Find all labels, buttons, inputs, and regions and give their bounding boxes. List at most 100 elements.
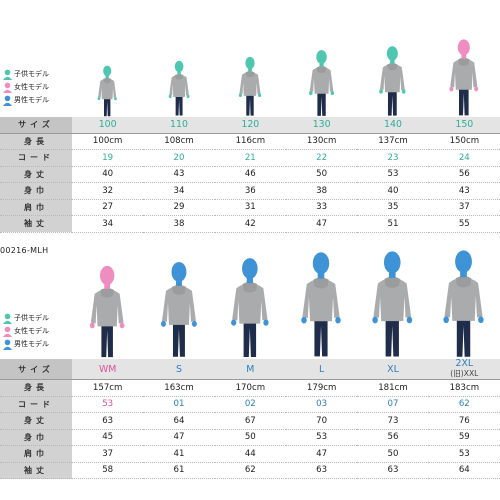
model-figure-icon bbox=[231, 258, 269, 357]
size-cell: 130 bbox=[285, 117, 358, 134]
height-cell: 157cm bbox=[72, 379, 144, 397]
height-cell: 163cm bbox=[143, 379, 215, 397]
height-cell: 108cm bbox=[143, 133, 215, 150]
code-cell: 03 bbox=[285, 396, 358, 413]
height-cell: 116cm bbox=[214, 133, 286, 150]
legend-female: 女性モデル bbox=[2, 81, 49, 94]
shoulder-cell: 31 bbox=[214, 199, 286, 216]
width-cell: 34 bbox=[143, 182, 215, 200]
size-cell: L bbox=[285, 359, 358, 380]
row-label: 身巾 bbox=[0, 429, 72, 446]
model-figure-icon bbox=[308, 49, 334, 116]
length-cell: 73 bbox=[357, 412, 429, 430]
table-row: 身長 100cm 108cm 116cm 130cm 137cm 150cm bbox=[0, 133, 500, 150]
model-figure-icon bbox=[238, 57, 262, 116]
width-cell: 43 bbox=[428, 182, 500, 200]
row-label: サイズ bbox=[0, 117, 72, 134]
person-head-icon bbox=[3, 95, 12, 106]
code-cell: 62 bbox=[428, 396, 500, 413]
length-cell: 67 bbox=[214, 412, 286, 430]
width-cell: 59 bbox=[428, 429, 500, 446]
model-figure-icon bbox=[449, 39, 479, 116]
code-cell: 22 bbox=[285, 149, 358, 167]
model-figure-icon bbox=[168, 61, 190, 116]
code-cell: 01 bbox=[143, 396, 215, 413]
row-label: コード bbox=[0, 396, 72, 413]
table-row: 肩巾 27 29 31 33 35 37 bbox=[0, 199, 500, 216]
width-cell: 50 bbox=[214, 429, 286, 446]
table-row: コード 53 01 02 03 07 62 bbox=[0, 396, 500, 413]
model-figure bbox=[72, 64, 143, 117]
size-cell: 2XL (旧)XXL bbox=[428, 359, 500, 380]
height-cell: 170cm bbox=[214, 379, 286, 397]
size-cell: 100 bbox=[72, 117, 144, 134]
size-cell: 140 bbox=[357, 117, 429, 134]
sleeve-cell: 47 bbox=[285, 215, 358, 233]
size-cell: 150 bbox=[428, 117, 500, 134]
legend-kids: 子供モデル bbox=[2, 312, 49, 325]
model-figure bbox=[215, 255, 286, 359]
size-cell: WM bbox=[72, 359, 144, 380]
size-cell: XL bbox=[357, 359, 429, 380]
size-cell: 120 bbox=[214, 117, 286, 134]
table-row: 身丈 63 64 67 70 73 76 bbox=[0, 412, 500, 430]
width-cell: 45 bbox=[72, 429, 144, 446]
width-cell: 53 bbox=[285, 429, 358, 446]
kids-size-table: サイズ 100 110 120 130 140 150 身長 100cm 108… bbox=[0, 117, 500, 233]
width-cell: 56 bbox=[357, 429, 429, 446]
model-figure bbox=[429, 247, 500, 359]
shoulder-cell: 41 bbox=[143, 445, 215, 463]
model-figures bbox=[72, 0, 500, 117]
length-cell: 43 bbox=[143, 166, 215, 183]
row-label: 身巾 bbox=[0, 182, 72, 200]
row-label: コード bbox=[0, 149, 72, 167]
row-label: 肩巾 bbox=[0, 199, 72, 216]
height-cell: 130cm bbox=[285, 133, 358, 150]
length-cell: 56 bbox=[428, 166, 500, 183]
size-cell: M bbox=[214, 359, 286, 380]
model-figure bbox=[72, 263, 143, 359]
height-cell: 179cm bbox=[285, 379, 358, 397]
table-row: コード 19 20 21 22 23 24 bbox=[0, 149, 500, 167]
height-cell: 150cm bbox=[428, 133, 500, 150]
person-head-icon bbox=[3, 82, 12, 93]
legend-female: 女性モデル bbox=[2, 325, 49, 338]
table-row: 身巾 45 47 50 53 56 59 bbox=[0, 429, 500, 446]
sleeve-cell: 34 bbox=[72, 215, 144, 233]
row-label: 身丈 bbox=[0, 412, 72, 430]
model-figure bbox=[286, 249, 357, 359]
shoulder-cell: 47 bbox=[285, 445, 358, 463]
adult-size-table: サイズ WM S M L XL 2XL (旧)XXL 身長 157cm 163c… bbox=[0, 359, 500, 479]
model-legend: 子供モデル 女性モデル 男性モデル bbox=[2, 312, 49, 351]
width-cell: 38 bbox=[285, 182, 358, 200]
model-figure-icon bbox=[372, 251, 413, 357]
sleeve-cell: 62 bbox=[214, 462, 286, 479]
shoulder-cell: 29 bbox=[143, 199, 215, 216]
row-label: 袖丈 bbox=[0, 462, 72, 479]
model-figure-icon bbox=[379, 46, 406, 116]
code-cell: 19 bbox=[72, 149, 144, 167]
length-cell: 40 bbox=[72, 166, 144, 183]
shoulder-cell: 53 bbox=[428, 445, 500, 463]
sleeve-cell: 63 bbox=[357, 462, 429, 479]
model-figure bbox=[429, 37, 500, 117]
shoulder-cell: 27 bbox=[72, 199, 144, 216]
shoulder-cell: 33 bbox=[285, 199, 358, 216]
shoulder-cell: 37 bbox=[428, 199, 500, 216]
model-figure bbox=[286, 48, 357, 117]
person-head-icon bbox=[3, 69, 12, 80]
model-figure-icon bbox=[97, 65, 118, 116]
length-cell: 53 bbox=[357, 166, 429, 183]
width-cell: 47 bbox=[143, 429, 215, 446]
row-label: 身長 bbox=[0, 379, 72, 397]
length-cell: 70 bbox=[285, 412, 358, 430]
table-row: サイズ WM S M L XL 2XL (旧)XXL bbox=[0, 359, 500, 380]
code-cell: 07 bbox=[357, 396, 429, 413]
sleeve-cell: 61 bbox=[143, 462, 215, 479]
code-cell: 24 bbox=[428, 149, 500, 167]
size-cell: 110 bbox=[143, 117, 215, 134]
model-figure-icon bbox=[90, 265, 125, 358]
model-figure bbox=[357, 248, 428, 359]
sleeve-cell: 51 bbox=[357, 215, 429, 233]
table-row: 身巾 32 34 36 38 40 43 bbox=[0, 182, 500, 200]
